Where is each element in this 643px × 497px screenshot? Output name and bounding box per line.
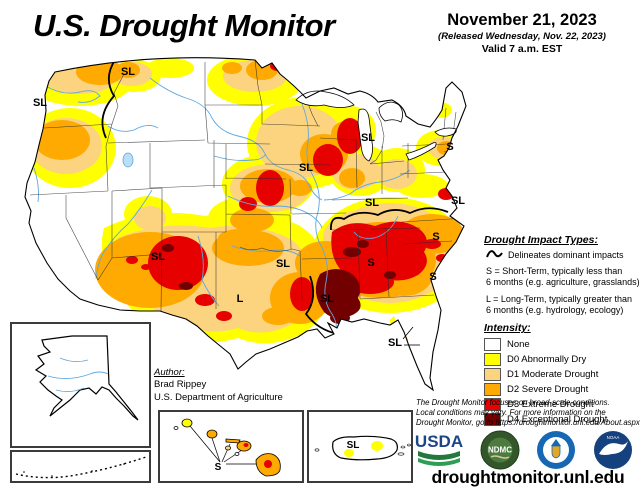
legend-panel: Drought Impact Types: Delineates dominan… bbox=[484, 234, 640, 428]
map-impact-label: S bbox=[432, 231, 439, 243]
great-salt-lake bbox=[122, 152, 134, 168]
map-impact-label: S bbox=[446, 141, 453, 153]
website-url: droughtmonitor.unl.edu bbox=[431, 467, 625, 487]
alaska-inset bbox=[10, 322, 151, 448]
alaska-rivers bbox=[47, 357, 109, 393]
hawaii-impact-label: S bbox=[215, 462, 222, 473]
intensity-label: D4 Exceptional Drought bbox=[507, 414, 608, 426]
intensity-label: D1 Moderate Drought bbox=[507, 369, 599, 381]
intensity-label: None bbox=[507, 339, 530, 351]
long-term-line2: 6 months (e.g. hydrology, ecology) bbox=[486, 304, 624, 315]
page-title: U.S. Drought Monitor bbox=[33, 8, 335, 43]
map-impact-label: SL bbox=[299, 162, 313, 174]
puerto-rico-small-islands bbox=[314, 443, 411, 456]
alaska-map bbox=[34, 335, 139, 421]
intensity-swatch bbox=[484, 413, 501, 427]
usda-logo-text: USDA bbox=[415, 432, 463, 451]
intensity-label: D0 Abnormally Dry bbox=[507, 354, 587, 366]
intensity-label: D3 Extreme Drought bbox=[507, 399, 594, 411]
d3-extreme-drought-layer bbox=[88, 57, 454, 348]
usda-logo: USDA bbox=[415, 432, 463, 466]
date-block: November 21, 2023 (Released Wednesday, N… bbox=[408, 10, 636, 56]
delineation-squiggle-icon bbox=[486, 250, 503, 258]
delineates-label: Delineates dominant impacts bbox=[508, 249, 624, 260]
map-impact-label: S bbox=[367, 257, 374, 269]
intensity-swatch bbox=[484, 368, 501, 382]
author-org: U.S. Department of Agriculture bbox=[154, 391, 283, 403]
short-term-line1: S = Short-Term, typically less than bbox=[486, 266, 623, 276]
long-term-line1: L = Long-Term, typically greater than bbox=[486, 294, 632, 305]
intensity-swatch bbox=[484, 353, 501, 367]
hawaii-map: S bbox=[173, 418, 281, 477]
intensity-swatch bbox=[484, 398, 501, 412]
intensity-legend-item: D0 Abnormally Dry bbox=[484, 353, 640, 367]
long-term-definition: L = Long-Term, typically greater than 6 … bbox=[486, 294, 640, 315]
author-block: Author: Brad Rippey U.S. Department of A… bbox=[154, 367, 283, 404]
short-term-definition: S = Short-Term, typically less than 6 mo… bbox=[486, 266, 640, 287]
intensity-legend-item: None bbox=[484, 338, 640, 352]
map-impact-label: SL bbox=[451, 195, 465, 207]
map-impact-label: SL bbox=[361, 132, 375, 144]
map-impact-label: SL bbox=[320, 293, 334, 305]
d4-exceptional-drought-layer bbox=[162, 240, 396, 324]
intensity-heading: Intensity: bbox=[484, 322, 531, 335]
ndmc-logo-text: NDMC bbox=[488, 446, 512, 455]
puerto-rico-map: SL bbox=[314, 435, 411, 461]
short-term-line2: 6 months (e.g. agriculture, grasslands) bbox=[486, 276, 640, 287]
map-impact-label: SL bbox=[121, 66, 135, 78]
intensity-legend-item: D1 Moderate Drought bbox=[484, 368, 640, 382]
hawaii-islands bbox=[173, 418, 281, 477]
intensity-legend-items: None D0 Abnormally Dry D1 Moderate Drought… bbox=[484, 338, 640, 427]
rivers-layer bbox=[33, 77, 411, 333]
conus-drought-map: SL SL SL SL SL S SL S S S SL L SL SL SL bbox=[24, 57, 467, 391]
intensity-label: D2 Severe Drought bbox=[507, 384, 589, 396]
hawaii-pointer-lines bbox=[189, 425, 256, 465]
map-impact-label: SL bbox=[33, 97, 47, 109]
aleutians-inset bbox=[10, 450, 151, 483]
map-impact-label: S bbox=[429, 271, 436, 283]
hawaii-inset: S bbox=[158, 410, 304, 483]
map-date: November 21, 2023 bbox=[447, 11, 597, 29]
impact-types-heading: Drought Impact Types: bbox=[484, 234, 598, 246]
noaa-logo-text: NOAA bbox=[607, 435, 620, 440]
puerto-rico-impact-label: SL bbox=[347, 440, 360, 451]
impact-delineation-lines bbox=[101, 57, 449, 335]
puerto-rico-inset: SL bbox=[307, 410, 413, 483]
map-impact-label: SL bbox=[151, 251, 165, 263]
release-date: (Released Wednesday, Nov. 22, 2023) bbox=[438, 30, 606, 42]
valid-time: Valid 7 a.m. EST bbox=[481, 42, 563, 55]
logo-row: USDA NDMC NOAA bbox=[415, 430, 633, 470]
great-lakes bbox=[295, 90, 457, 162]
map-impact-label: SL bbox=[276, 258, 290, 270]
intensity-legend-item: D2 Severe Drought bbox=[484, 383, 640, 397]
author-name: Brad Rippey bbox=[154, 379, 207, 391]
author-heading: Author: bbox=[154, 367, 185, 378]
florida-label-pointers bbox=[402, 326, 420, 346]
ndmc-logo: NDMC bbox=[480, 430, 520, 470]
disclaimer: The Drought Monitor focuses on broad-sca… bbox=[416, 398, 641, 428]
noaa-logo: NOAA bbox=[593, 431, 632, 469]
commerce-seal-logo bbox=[537, 431, 576, 469]
puerto-rico-island bbox=[332, 435, 398, 461]
disclaimer-line3: Drought Monitor, go to https://droughtmo… bbox=[416, 417, 640, 427]
intensity-legend-item: D3 Extreme Drought bbox=[484, 398, 640, 412]
map-impact-label: L bbox=[237, 293, 244, 305]
disclaimer-line1: The Drought Monitor focuses on broad-sca… bbox=[416, 398, 610, 407]
map-impact-label: SL bbox=[388, 337, 402, 349]
intensity-legend-item: D4 Exceptional Drought bbox=[484, 413, 640, 427]
intensity-swatch bbox=[484, 383, 501, 397]
intensity-swatch bbox=[484, 338, 501, 352]
map-impact-label: SL bbox=[365, 197, 379, 209]
aleutians-map bbox=[15, 456, 147, 479]
disclaimer-line2: Local conditions may vary. For more info… bbox=[416, 407, 606, 417]
impact-labels-group: SL SL SL SL SL S SL S S S SL L SL SL SL bbox=[33, 66, 465, 349]
